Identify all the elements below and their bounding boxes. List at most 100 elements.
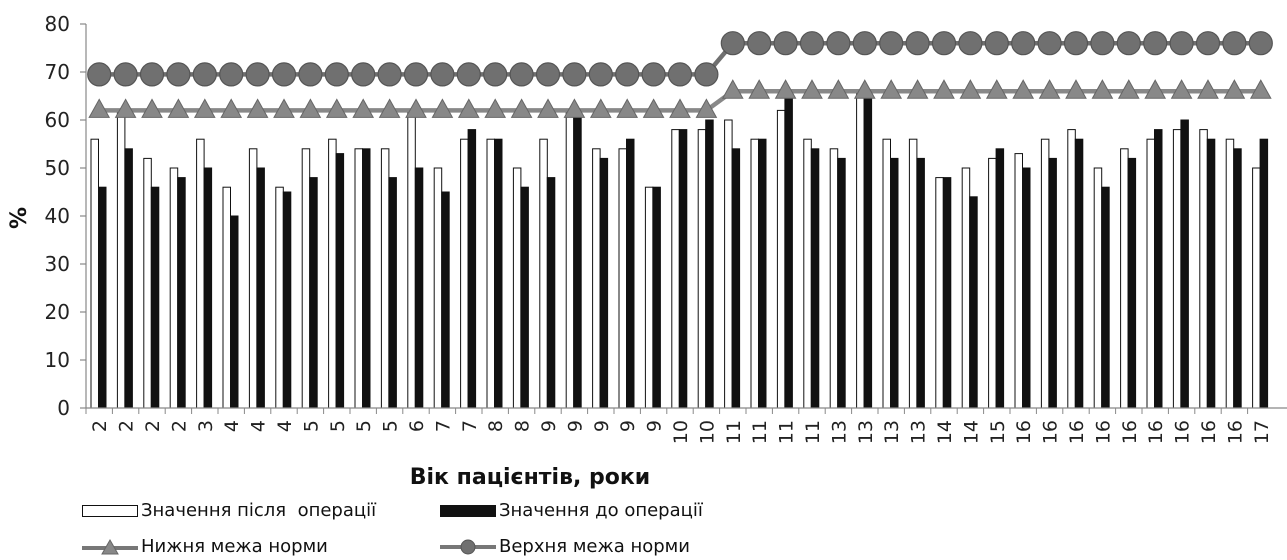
- upper-norm-point: [562, 62, 587, 87]
- x-tick-labels: 2 2 2 2 3 4 4 4 5 5 5 5 6 7 7 8 8 9 9 9 9 9 10 10 11 11 11 11 13 13 13…: [89, 420, 1273, 444]
- x-tick-label: 17: [1251, 420, 1273, 444]
- bar-after: [935, 177, 944, 409]
- x-tick-label: 14: [960, 420, 982, 444]
- lower-norm-point: [88, 98, 111, 118]
- bar-after: [618, 148, 627, 409]
- lower-norm-point: [1065, 79, 1087, 99]
- bar-before: [705, 119, 714, 409]
- upper-norm-point: [1116, 31, 1141, 56]
- bar-before: [362, 148, 371, 409]
- bar-before: [441, 191, 450, 409]
- bar-after: [275, 186, 284, 409]
- bar-before: [731, 148, 741, 409]
- lower-norm-point: [1012, 79, 1035, 99]
- y-axis: [80, 23, 87, 409]
- upper-norm-point: [1143, 31, 1168, 56]
- x-tick-label: 5: [380, 420, 402, 432]
- bar-after: [776, 109, 786, 409]
- lower-norm-point: [959, 79, 982, 99]
- bar-before: [1233, 148, 1242, 409]
- bar-before: [414, 167, 424, 409]
- upper-norm-point: [377, 62, 402, 87]
- bar-after: [90, 138, 99, 409]
- bar-before: [1101, 186, 1110, 409]
- legend-item-after: Значення після операції: [82, 500, 376, 521]
- x-axis-title: Вік пацієнтів, роки: [410, 465, 650, 490]
- legend-swatch-before: [440, 504, 496, 517]
- upper-norm-point: [298, 62, 323, 87]
- upper-norm-point: [799, 31, 825, 56]
- x-tick-label: 4: [248, 420, 270, 432]
- x-tick-label: 9: [644, 420, 666, 432]
- x-tick-label: 11: [802, 420, 824, 444]
- x-tick-label: 16: [1092, 420, 1114, 444]
- bar-after: [169, 167, 179, 409]
- lower-norm-point: [563, 98, 586, 118]
- bar-after: [328, 138, 337, 409]
- bar-before: [282, 191, 292, 409]
- bar-after: [486, 138, 495, 409]
- bar-before: [1074, 138, 1084, 409]
- upper-norm-point: [509, 62, 534, 87]
- lower-norm-point: [325, 98, 348, 118]
- bar-before: [942, 177, 952, 409]
- upper-norm-point: [931, 31, 957, 56]
- bar-before: [520, 186, 529, 409]
- upper-norm-point: [773, 31, 798, 56]
- upper-norm-point: [483, 62, 508, 87]
- x-tick-label: 11: [749, 420, 771, 444]
- x-tick-label: 16: [1145, 420, 1167, 444]
- upper-norm-point: [139, 62, 165, 87]
- lower-norm-point: [801, 79, 823, 99]
- bar-after: [592, 148, 601, 409]
- upper-norm-point: [694, 62, 719, 87]
- x-tick-label: 16: [1013, 420, 1035, 444]
- upper-norm-point: [403, 62, 429, 87]
- x-tick-label: 9: [564, 420, 586, 432]
- x-tick-label: 4: [274, 420, 296, 432]
- bar-before: [124, 148, 133, 409]
- bar-after: [697, 129, 707, 409]
- upper-norm-point: [87, 62, 112, 87]
- bar-before: [969, 196, 978, 409]
- x-tick-label: 10: [696, 420, 718, 444]
- bar-after: [1146, 138, 1155, 409]
- x-tick-label: 9: [538, 420, 560, 432]
- bar-after: [1252, 167, 1261, 409]
- bar-after: [196, 138, 205, 409]
- upper-norm-point: [826, 31, 851, 56]
- bar-after: [1120, 148, 1129, 409]
- bar-before: [784, 90, 793, 409]
- x-tick-label: 16: [1172, 420, 1194, 444]
- x-tick-label: 16: [1198, 420, 1220, 444]
- bar-after: [433, 167, 443, 409]
- legend-item-upper: Верхня межа норми: [440, 536, 690, 557]
- bar-before: [678, 129, 688, 409]
- upper-norm-point: [615, 62, 640, 87]
- bar-before: [494, 138, 503, 409]
- bar-before: [1154, 129, 1163, 409]
- x-tick-label: 9: [591, 420, 613, 432]
- lower-norm-point: [378, 98, 401, 118]
- x-tick-label: 9: [617, 420, 639, 432]
- bar-after: [961, 167, 971, 409]
- legend-triangle-line-icon: [82, 538, 138, 554]
- lower-norm-point: [721, 79, 744, 99]
- upper-norm-point: [852, 31, 877, 56]
- bar-after: [829, 148, 839, 409]
- lower-norm-point: [616, 98, 639, 118]
- x-axis: [85, 407, 1287, 414]
- bar-before: [1206, 138, 1216, 409]
- x-tick-label: 8: [512, 420, 534, 432]
- bar-after: [1014, 153, 1023, 409]
- upper-norm-point: [641, 62, 666, 87]
- lower-norm-point: [774, 79, 797, 99]
- x-tick-label: 5: [327, 420, 349, 432]
- legend-circle-line-icon: [440, 539, 496, 554]
- lower-norm-point: [589, 98, 612, 118]
- lower-norm-point: [1170, 79, 1193, 99]
- bar-after: [565, 109, 575, 409]
- y-tick-label: 30: [45, 252, 70, 276]
- lower-norm-point: [273, 98, 295, 118]
- legend-swatch-after: [82, 504, 138, 517]
